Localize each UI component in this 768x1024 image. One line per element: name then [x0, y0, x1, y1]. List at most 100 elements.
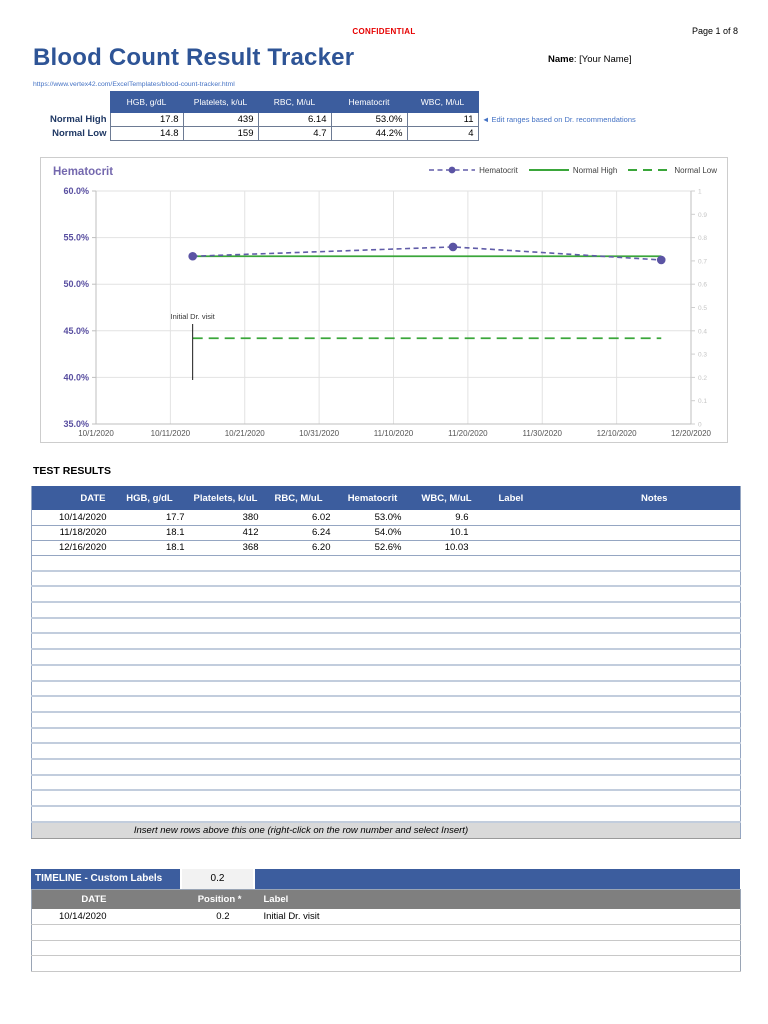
timeline-empty-row: [31, 940, 741, 956]
hematocrit-series-swatch-icon: [429, 166, 476, 174]
svg-text:12/20/2020: 12/20/2020: [671, 429, 712, 438]
svg-text:12/10/2020: 12/10/2020: [597, 429, 638, 438]
empty-cell: [31, 955, 741, 972]
empty-cell: [31, 790, 741, 807]
test-results-header-row: DATE HGB, g/dL Platelets, k/uL RBC, M/uL Hem…: [31, 486, 741, 510]
test-result-cell: [482, 525, 569, 541]
legend-label-normal-high: Normal High: [572, 165, 618, 175]
ranges-column-header: WBC, M/uL: [406, 91, 479, 113]
edit-ranges-note: ◄ Edit ranges based on Dr. recommendatio…: [482, 115, 636, 124]
test-results-column-header: Notes: [568, 486, 741, 510]
test-result-cell: 10/14/2020: [31, 510, 111, 526]
ranges-value-cell: 4.7: [257, 126, 332, 141]
test-result-cell: 6.02: [262, 510, 335, 526]
test-result-empty-row: [31, 727, 741, 745]
test-result-cell: 53.0%: [334, 510, 411, 526]
hematocrit-chart: 10/1/2020 10/11/2020 10/21/2020 10/31/2020 1…: [40, 157, 728, 443]
test-results-column-header: DATE: [31, 486, 111, 510]
test-result-empty-row: [31, 790, 741, 807]
ranges-row: Normal High 17.8 439 6.14 53.0% 11: [33, 112, 479, 127]
test-result-empty-row: [31, 649, 741, 666]
ranges-value-cell: 439: [182, 112, 259, 127]
test-result-cell: [568, 540, 741, 556]
svg-text:35.0%: 35.0%: [63, 419, 89, 429]
svg-text:0.2: 0.2: [698, 375, 707, 382]
test-result-cell: 11/18/2020: [31, 525, 111, 541]
test-result-cell: 12/16/2020: [31, 540, 111, 556]
ranges-row: Normal Low 14.8 159 4.7 44.2% 4: [33, 126, 479, 141]
test-result-cell: 18.1: [110, 525, 189, 541]
ranges-value-cell: 53.0%: [330, 112, 408, 127]
empty-cell: [31, 633, 741, 651]
empty-cell: [31, 727, 741, 745]
svg-text:0.6: 0.6: [698, 282, 707, 289]
normal-low-series-swatch-icon: [628, 169, 671, 171]
test-result-cell: 6.20: [262, 540, 335, 556]
ranges-row-label: Normal Low: [52, 128, 107, 139]
insert-rows-note: Insert new rows above this one (right-cl…: [31, 821, 741, 840]
svg-text:0.7: 0.7: [698, 258, 707, 265]
empty-cell: [31, 649, 741, 666]
empty-cell: [31, 924, 741, 941]
ranges-value-cell: 14.8: [109, 126, 184, 141]
name-value: : [Your Name]: [573, 54, 632, 65]
ranges-header-row: HGB, g/dL Platelets, k/uL RBC, M/uL Hematoc…: [33, 91, 479, 113]
svg-text:0.4: 0.4: [698, 328, 707, 335]
timeline-row: 10/14/2020 0.2 Initial Dr. visit: [31, 908, 741, 925]
page-number: Page 1 of 8: [691, 26, 738, 36]
ranges-corner-cell: [33, 92, 110, 113]
empty-cell: [31, 743, 741, 760]
legend-label-normal-low: Normal Low: [674, 165, 717, 175]
timeline-cell: 10/14/2020: [31, 908, 111, 925]
timeline-position-value: 0.2: [180, 869, 255, 889]
test-result-empty-row: [31, 555, 741, 572]
empty-cell: [31, 696, 741, 713]
empty-cell: [31, 806, 741, 823]
test-result-empty-row: [31, 711, 741, 729]
insert-rows-note-row: Insert new rows above this one (right-cl…: [31, 821, 741, 840]
test-result-empty-row: [31, 774, 741, 792]
confidential-watermark: CONFIDENTIAL: [352, 27, 416, 36]
chart-plot-area: 10/1/2020 10/11/2020 10/21/2020 10/31/2020 1…: [63, 186, 712, 438]
svg-text:0.3: 0.3: [698, 352, 707, 359]
ranges-value-cell: 6.14: [257, 112, 332, 127]
empty-cell: [31, 602, 741, 619]
template-url-link[interactable]: https://www.vertex42.com/ExcelTemplates/…: [33, 81, 235, 88]
test-result-cell: 10.1: [410, 525, 483, 541]
timeline-title: TIMELINE - Custom Labels: [35, 873, 163, 884]
svg-text:40.0%: 40.0%: [63, 372, 89, 382]
test-result-empty-row: [31, 806, 741, 823]
test-result-cell: 52.6%: [334, 540, 411, 556]
legend-item-hematocrit: Hematocrit: [427, 165, 518, 175]
normal-high-series-swatch-icon: [528, 169, 569, 171]
empty-cell: [31, 555, 741, 572]
ranges-value-cell: 4: [406, 126, 479, 141]
test-result-cell: [482, 540, 569, 556]
test-result-cell: 412: [188, 525, 263, 541]
svg-text:Initial Dr. visit: Initial Dr. visit: [171, 312, 216, 321]
test-results-column-header: Platelets, k/uL: [188, 486, 263, 510]
test-result-empty-row: [31, 633, 741, 651]
ranges-value-cell: 11: [406, 112, 479, 127]
test-result-cell: [568, 510, 741, 526]
test-result-cell: 54.0%: [334, 525, 411, 541]
ranges-row-label: Normal High: [50, 114, 107, 125]
test-results-table: DATE HGB, g/dL Platelets, k/uL RBC, M/uL Hem…: [31, 486, 741, 840]
empty-cell: [31, 680, 741, 698]
svg-text:1: 1: [698, 189, 702, 196]
test-result-cell: 368: [188, 540, 263, 556]
svg-text:0.8: 0.8: [698, 235, 707, 242]
svg-text:0.9: 0.9: [698, 212, 707, 219]
test-result-empty-row: [31, 758, 741, 776]
svg-text:55.0%: 55.0%: [63, 233, 89, 243]
svg-text:45.0%: 45.0%: [63, 326, 89, 336]
test-result-row: 10/14/2020 17.7 380 6.02 53.0% 9.6: [31, 510, 741, 526]
timeline-header-row: DATE Position * Label: [31, 889, 741, 909]
svg-text:11/20/2020: 11/20/2020: [448, 429, 488, 438]
timeline-column-header: DATE: [31, 889, 111, 909]
ranges-column-header: Hematocrit: [330, 91, 408, 113]
legend-item-normal-high: Normal High: [527, 165, 617, 175]
timeline-table: DATE Position * Label 10/14/2020 0.2 Initial…: [31, 889, 741, 972]
timeline-cell: 0.2: [110, 908, 256, 925]
chart-legend: Hematocrit Normal High Normal Low: [427, 165, 717, 175]
